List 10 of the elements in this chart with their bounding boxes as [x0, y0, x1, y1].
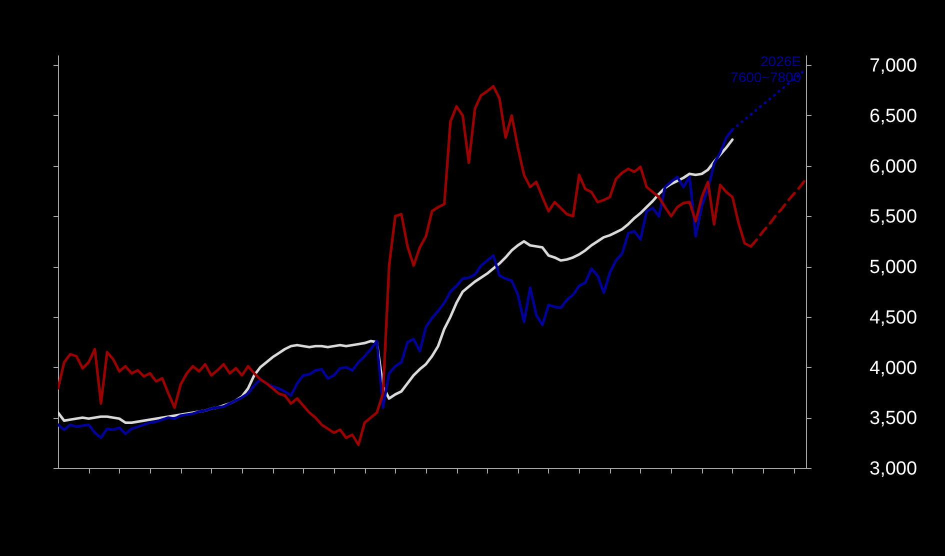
y-tick-label: 5,500 — [870, 206, 918, 228]
y-tick-label: 3,000 — [870, 458, 918, 480]
y-tick-label: 4,500 — [870, 307, 918, 328]
y-tick-label: 6,500 — [870, 106, 918, 127]
y-tick-label: 6,000 — [870, 156, 918, 178]
y-tick-label: 5,000 — [870, 257, 918, 278]
y-tick-label: 7,000 — [870, 56, 918, 77]
y-tick-label: 4,000 — [870, 358, 918, 379]
y-tick-label: 3,500 — [870, 408, 918, 430]
annotation: 2026E 7600~7800 — [730, 53, 802, 85]
